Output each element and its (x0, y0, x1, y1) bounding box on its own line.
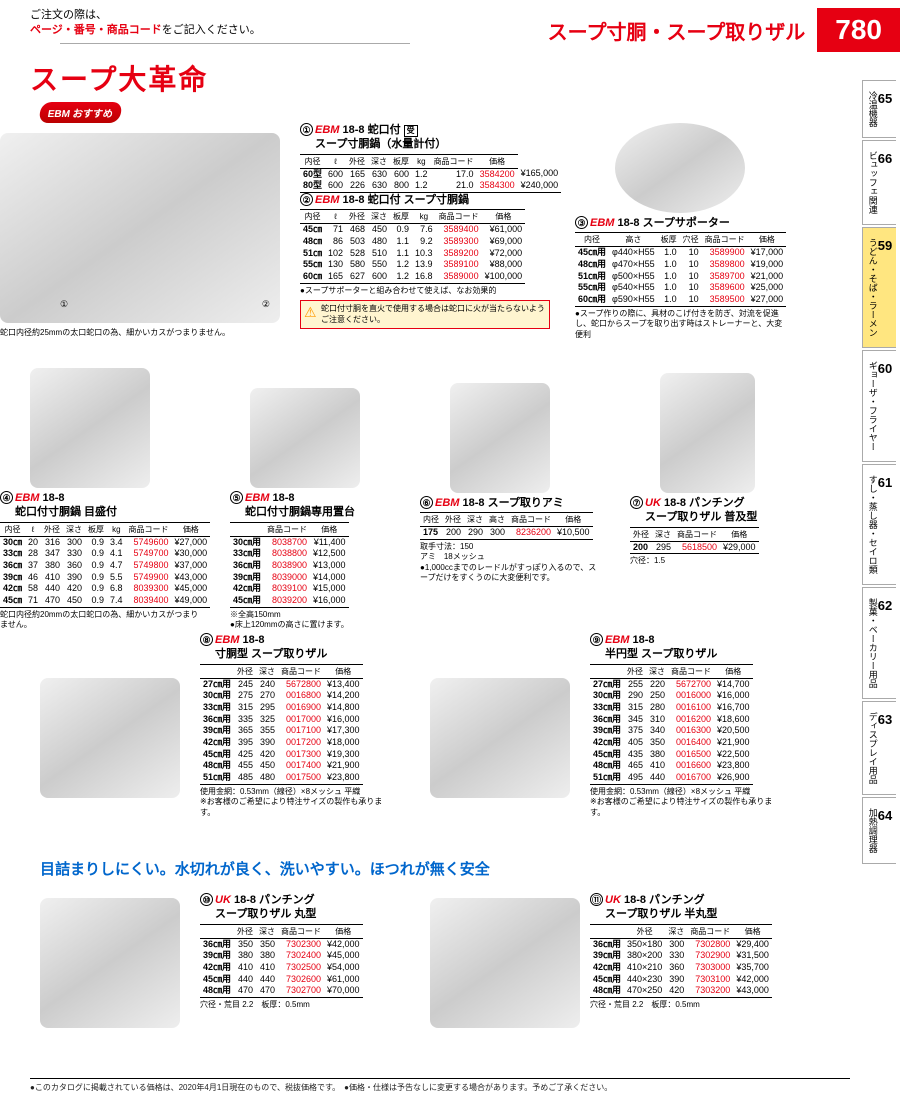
product-11: ⑪UK 18-8 パンチング スープ取りザル 半丸型 外径深さ商品コード価格36… (590, 893, 772, 1010)
product-image-main: ① ② 蛇口内径約25mmの太口蛇口の為、細かいカスがつまりません。 (0, 133, 290, 338)
main-heading: スープ大革命 (30, 58, 900, 98)
product-3-table: 内径高さ板厚穴径商品コード価格45㎝用φ440×H551.0103589900¥… (575, 232, 786, 306)
stand-image (250, 388, 360, 488)
product-8-note: 使用金網：0.53mm（線径）×8メッシュ 平織 ※お客様のご希望により特注サイ… (200, 787, 390, 818)
header-right: スープ寸胴・スープ取りザル 780 (548, 8, 900, 52)
ami-image (450, 383, 550, 493)
side-tab-66[interactable]: 66ビュッフェ関連 (862, 140, 896, 225)
zaru-image-7 (660, 373, 755, 493)
zaru-image-11 (430, 898, 580, 1028)
product-9-note: 使用金網：0.53mm（線径）×8メッシュ 平織 ※お客様のご希望により特注サイ… (590, 787, 780, 818)
footer-disclaimer: ●このカタログに掲載されている価格は、2020年4月1日現在のもので、税抜価格で… (30, 1078, 850, 1093)
product-8: ⑧EBM 18-8 寸胴型 スープ取りザル 外径深さ商品コード価格27㎝用245… (200, 633, 390, 818)
img-label-1: ① (60, 299, 68, 310)
slogan: 目詰まりしにくい。水切れが良く、洗いやすい。ほつれが無く安全 (40, 858, 490, 879)
side-tab-61[interactable]: 61すし・蒸し器・セイロ類 (862, 464, 896, 585)
product-4-note: 蛇口内径約20mmの太口蛇口の為、細かいカスがつまりません。 (0, 610, 200, 631)
order-note-line3: をご記入ください。 (162, 24, 261, 36)
product-8-image (40, 678, 180, 801)
product-7-note: 穴径：1.5 (630, 556, 759, 566)
side-tab-64[interactable]: 64加熱調理器 (862, 797, 896, 864)
side-tab-63[interactable]: 63ディスプレイ用品 (862, 701, 896, 795)
supporter-image (615, 123, 745, 213)
mark-icon: 受 (404, 125, 418, 137)
page-header: ご注文の際は、 ページ・番号・商品コードをご記入ください。 スープ寸胴・スープ取… (0, 0, 900, 52)
product-7: ⑦UK 18-8 パンチング スープ取りザル 普及型 外径深さ商品コード価格20… (630, 373, 759, 567)
product-3-note: ●スープ作りの際に、具材のこげ付きを防ぎ、対流を促進し、蛇口からスープを取り出す… (575, 309, 785, 340)
product-10-note: 穴径・荒目 2.2 板厚：0.5mm (200, 1000, 363, 1010)
product-8-table: 外径深さ商品コード価格27㎝用2452405672800¥13,40030㎝用2… (200, 664, 363, 785)
product-10-title: ⑩UK 18-8 パンチング スープ取りザル 丸型 (200, 893, 363, 922)
side-tab-60[interactable]: 60ギョーザ・フライヤー (862, 350, 896, 462)
product-9-image (430, 678, 570, 801)
zaru-image-9 (430, 678, 570, 798)
catalog-page: ご注文の際は、 ページ・番号・商品コードをご記入ください。 スープ寸胴・スープ取… (0, 0, 900, 1101)
product-1-title: ①EBM 18-8 蛇口付 受 スープ寸胴鍋（水量計付） (300, 123, 561, 152)
product-9: ⑨EBM 18-8 半円型 スープ取りザル 外径深さ商品コード価格27㎝用255… (590, 633, 780, 818)
order-instructions: ご注文の際は、 ページ・番号・商品コードをご記入ください。 (30, 8, 410, 48)
product-10-image (40, 898, 180, 1031)
product-6: ⑥EBM 18-8 スープ取りアミ 内径外径深さ高さ商品コード価格1752002… (420, 383, 600, 584)
pot-image-4 (30, 368, 150, 488)
category-title: スープ寸胴・スープ取りザル (548, 16, 806, 45)
product-11-note: 穴径・荒目 2.2 板厚：0.5mm (590, 1000, 772, 1010)
product-7-table: 外径深さ商品コード価格2002955618500¥29,000 (630, 527, 759, 555)
product-1: ①EBM 18-8 蛇口付 受 スープ寸胴鍋（水量計付） 内径ℓ外径深さ板厚kg… (300, 123, 561, 193)
product-2-note: ●スープサポーターと組み合わせて使えば、なお効果的 (300, 286, 550, 296)
ebm-recommend-badge: EBM おすすめ (38, 102, 123, 123)
product-5-title: ⑤EBM 18-8 蛇口付寸胴鍋専用置台 (230, 491, 360, 520)
product-5-note: ※全高150mm ●床上120mmの高さに置けます。 (230, 610, 360, 631)
product-11-title: ⑪UK 18-8 パンチング スープ取りザル 半丸型 (590, 893, 772, 922)
product-6-title: ⑥EBM 18-8 スープ取りアミ (420, 496, 600, 510)
product-5-table: 商品コード価格30㎝用8038700¥11,40033㎝用8038800¥12,… (230, 522, 349, 608)
product-10-table: 外径深さ商品コード価格36㎝用3503507302300¥42,00039㎝用3… (200, 924, 363, 998)
product-6-table: 内径外径深さ高さ商品コード価格1752002903008236200¥10,50… (420, 512, 593, 540)
product-6-note: 取手寸法：150 アミ 18メッシュ ●1,000ccまでのレードルがすっぽり入… (420, 542, 600, 584)
side-tab-59[interactable]: 59うどん・そば・ラーメン (862, 227, 896, 348)
side-tab-65[interactable]: 65冷温機器 (862, 80, 896, 138)
product-2-table: 内径ℓ外径深さ板厚kg商品コード価格45㎝714684500.97.635894… (300, 209, 525, 283)
product-2-title: ②EBM 18-8 蛇口付 スープ寸胴鍋 (300, 193, 550, 207)
product-10: ⑩UK 18-8 パンチング スープ取りザル 丸型 外径深さ商品コード価格36㎝… (200, 893, 363, 1010)
side-category-tabs: 65冷温機器66ビュッフェ関連59うどん・そば・ラーメン60ギョーザ・フライヤー… (862, 80, 900, 866)
product-4-table: 内径ℓ外径深さ板厚kg商品コード価格30㎝203163000.93.457496… (0, 522, 210, 608)
header-divider (60, 43, 410, 44)
product-8-title: ⑧EBM 18-8 寸胴型 スープ取りザル (200, 633, 390, 662)
product-3-title: ③EBM 18-8 スープサポーター (575, 216, 786, 230)
product-9-table: 外径深さ商品コード価格27㎝用2552205672700¥14,70030㎝用2… (590, 664, 753, 785)
side-tab-62[interactable]: 62製菓・ベーカリー用品 (862, 587, 896, 699)
product-11-table: 外径深さ商品コード価格36㎝用350×1803007302800¥29,4003… (590, 924, 772, 998)
product-9-title: ⑨EBM 18-8 半円型 スープ取りザル (590, 633, 780, 662)
product-3: ③EBM 18-8 スープサポーター 内径高さ板厚穴径商品コード価格45㎝用φ4… (575, 123, 786, 340)
order-note-emphasis: ページ・番号・商品コード (30, 24, 162, 36)
product-4-title: ④EBM 18-8 蛇口付寸胴鍋 目盛付 (0, 491, 210, 520)
product-7-title: ⑦UK 18-8 パンチング スープ取りザル 普及型 (630, 496, 759, 525)
zaru-image-10 (40, 898, 180, 1028)
product-4: ④EBM 18-8 蛇口付寸胴鍋 目盛付 内径ℓ外径深さ板厚kg商品コード価格3… (0, 368, 210, 631)
zaru-image-8 (40, 678, 180, 798)
image-caption-1: 蛇口内径約25mmの太口蛇口の為、細かいカスがつまりません。 (0, 328, 290, 338)
img-label-2: ② (262, 299, 270, 310)
page-number: 780 (817, 8, 900, 52)
pot-image-large (0, 133, 280, 323)
product-11-image (430, 898, 580, 1031)
product-5: ⑤EBM 18-8 蛇口付寸胴鍋専用置台 商品コード価格30㎝用8038700¥… (230, 388, 360, 631)
order-note-line1: ご注文の際は、 (30, 9, 107, 21)
warning-box: 蛇口付寸胴を直火で使用する場合は蛇口に火が当たらないようご注意ください。 (300, 300, 550, 329)
product-1-table: 内径ℓ外径深さ板厚kg商品コード価格60型6001656306001.217.0… (300, 154, 561, 193)
product-2: ②EBM 18-8 蛇口付 スープ寸胴鍋 内径ℓ外径深さ板厚kg商品コード価格4… (300, 193, 550, 329)
